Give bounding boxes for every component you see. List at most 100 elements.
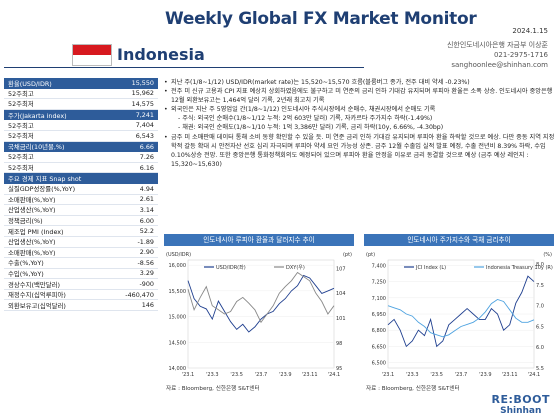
- right-axis-label: (%): [543, 252, 552, 258]
- y-right-tick-label: 107: [336, 266, 346, 272]
- indicator-value: 4.94: [139, 184, 154, 193]
- indicator-value: -460,470: [125, 290, 154, 299]
- legend-label: USD/IDR(좌): [216, 264, 246, 271]
- indicator-row: 외환보유고(십억달러) 146: [4, 300, 158, 312]
- indicator-section-header: 환율(USD/IDR) 15,550: [4, 78, 158, 89]
- indicator-value: 14,575: [131, 99, 154, 108]
- indicator-label: 소매판매(%,YoY): [8, 248, 56, 257]
- chart-title: 인도네시아 루피아 환율과 달러지수 추이: [164, 234, 354, 246]
- x-tick-label: '23.5: [230, 372, 243, 378]
- y-left-tick-label: 14,500: [169, 340, 187, 346]
- indicator-value: 52.2: [139, 227, 154, 236]
- series-line: [387, 299, 535, 338]
- indicator-row: 52주최고 7,404: [4, 120, 158, 131]
- indicator-row: 산업생산(%,YoY) -1.89: [4, 237, 158, 248]
- indicator-row: 수입(%,YoY) 3.29: [4, 269, 158, 280]
- indicator-row: 52주최저 14,575: [4, 99, 158, 110]
- chart-source: 자료 : Bloomberg, 신한은행 S&T센터: [366, 386, 460, 392]
- y-right-tick-label: 7.0: [536, 304, 544, 310]
- indicator-value: 7,241: [135, 111, 154, 120]
- y-right-tick-label: 95: [336, 366, 342, 372]
- y-left-tick-label: 7,250: [372, 280, 386, 286]
- y-left-tick-label: 7,400: [372, 263, 386, 269]
- plot-area: [187, 259, 335, 369]
- indicator-section-header: 주요 경제 지표 Snap shot: [4, 173, 158, 184]
- indicator-value: 146: [141, 301, 154, 310]
- indicator-value: 15,962: [131, 89, 154, 98]
- left-axis-label: (pt): [366, 252, 375, 258]
- legend-label: JCI Index (L): [415, 265, 446, 271]
- indicator-row: 실질GDP성장률(%,YoY) 4.94: [4, 184, 158, 195]
- indicator-label: 52주최고: [8, 153, 34, 162]
- x-tick-label: '23.9: [279, 372, 292, 378]
- indicator-row: 재정수지(십억루피아) -460,470: [4, 290, 158, 301]
- indicator-row: 소매판매(%,YoY) 2.61: [4, 195, 158, 206]
- indicator-label: 경상수지(백만달러): [8, 280, 61, 289]
- chart-title: 인도네시아 주가지수와 국채 금리추이: [364, 234, 554, 246]
- country-name: Indonesia: [117, 45, 205, 64]
- indicator-label: 52주최고: [8, 121, 34, 130]
- indicator-value: 2.61: [139, 195, 154, 204]
- indicator-label: 재정수지(십억루피아): [8, 291, 66, 300]
- legend-label: Indonesia Treasury 10y (R): [486, 265, 553, 271]
- jci-yield-chart: 인도네시아 주가지수와 국채 금리추이 7,400 7,250 7,100 6,950…: [364, 234, 554, 382]
- indicator-label: 정책금리(%): [8, 217, 43, 226]
- report-header: Weekly Global FX Market Monitor 2024.1.1…: [0, 0, 560, 40]
- y-left-tick-label: 6,500: [372, 361, 386, 367]
- x-tick-label: '23.7: [255, 372, 268, 378]
- contact-block: 신한인도네시아은행 자금부 이상훈 021-2975-1716 sanghoon…: [447, 40, 548, 70]
- indicator-value: 15,550: [131, 79, 154, 88]
- y-right-tick-label: 6.0: [536, 345, 544, 351]
- logo-line1: RE:BOOT: [491, 393, 550, 406]
- indicator-value: 6.66: [139, 142, 154, 151]
- legend-label: DXY(우): [286, 265, 305, 271]
- commentary-bullet: 전주 미 신규 고용과 CPI 지표 예상치 상회하였음에도 불구하고 미 연준…: [164, 87, 556, 105]
- y-right-tick-label: 6.5: [536, 324, 544, 330]
- commentary-subitem: - 채권: 외국인 순매도(1/8~1/10 누적: 1억 3,386만 달러)…: [178, 124, 444, 132]
- series-line: [387, 275, 535, 348]
- indicator-label: 주가(Jakarta index): [8, 111, 67, 120]
- indicator-label: 52주최저: [8, 132, 34, 141]
- y-left-tick-label: 6,650: [372, 344, 386, 350]
- y-left-tick-label: 16,000: [169, 263, 187, 269]
- indicator-row: 산업생산(%,YoY) 3.14: [4, 205, 158, 216]
- indicator-label: 산업생산(%,YoY): [8, 206, 56, 215]
- x-tick-label: '23.3: [206, 372, 219, 378]
- indicator-row: 경상수지(백만달러) -900: [4, 279, 158, 290]
- indicator-label: 산업생산(%,YoY): [8, 238, 56, 247]
- x-tick-label: '23.9: [479, 372, 492, 378]
- indicator-label: 52주최저: [8, 100, 34, 109]
- y-right-tick-label: 8.0: [536, 262, 544, 268]
- x-tick-label: '23.11: [302, 372, 318, 378]
- indicator-row: 정책금리(%) 6.00: [4, 216, 158, 227]
- indicator-label: 52주최저: [8, 164, 34, 173]
- indicator-label: 제조업 PMI (Index): [8, 227, 64, 236]
- indicator-value: -8.56: [137, 258, 154, 267]
- y-left-tick-label: 15,500: [169, 289, 187, 295]
- indicator-value: 6.00: [139, 216, 154, 225]
- indicator-value: 3.29: [139, 269, 154, 278]
- shinhan-logo: RE:BOOT Shinhan: [492, 393, 550, 416]
- contact-email: sanghoonlee@shinhan.com: [451, 61, 548, 69]
- fx-dxy-chart: 인도네시아 루피아 환율과 달러지수 추이 16,000 15,500 15,000…: [164, 234, 354, 382]
- x-tick-label: '23.11: [502, 372, 518, 378]
- indicator-value: -1.89: [137, 237, 154, 246]
- indicator-label: 수출(%,YoY): [8, 259, 44, 268]
- y-right-tick-label: 101: [336, 316, 346, 322]
- country-underline: [4, 67, 364, 68]
- y-left-tick-label: 15,000: [169, 315, 187, 321]
- indicator-value: 6,543: [135, 131, 154, 140]
- indicator-value: -900: [139, 280, 154, 289]
- indicator-row: 52주최저 6.16: [4, 163, 158, 174]
- indicator-value: 7,404: [135, 121, 154, 130]
- y-left-tick-label: 7,100: [372, 296, 386, 302]
- indicator-row: 수출(%,YoY) -8.56: [4, 258, 158, 269]
- commentary-bullets: 지난 주(1/8~1/12) USD/IDR(market rate)는 15,…: [164, 78, 556, 169]
- commentary-subitem: - 주식: 외국인 순매수(1/8~1/12 누적: 2억 603만 달러) 기…: [178, 115, 433, 123]
- x-tick-label: '23.5: [430, 372, 443, 378]
- x-tick-label: '23.3: [406, 372, 419, 378]
- indicator-value: 3.14: [139, 205, 154, 214]
- series-line: [187, 274, 335, 333]
- indicator-label: 주요 경제 지표 Snap shot: [8, 175, 82, 184]
- x-tick-label: '23.7: [455, 372, 468, 378]
